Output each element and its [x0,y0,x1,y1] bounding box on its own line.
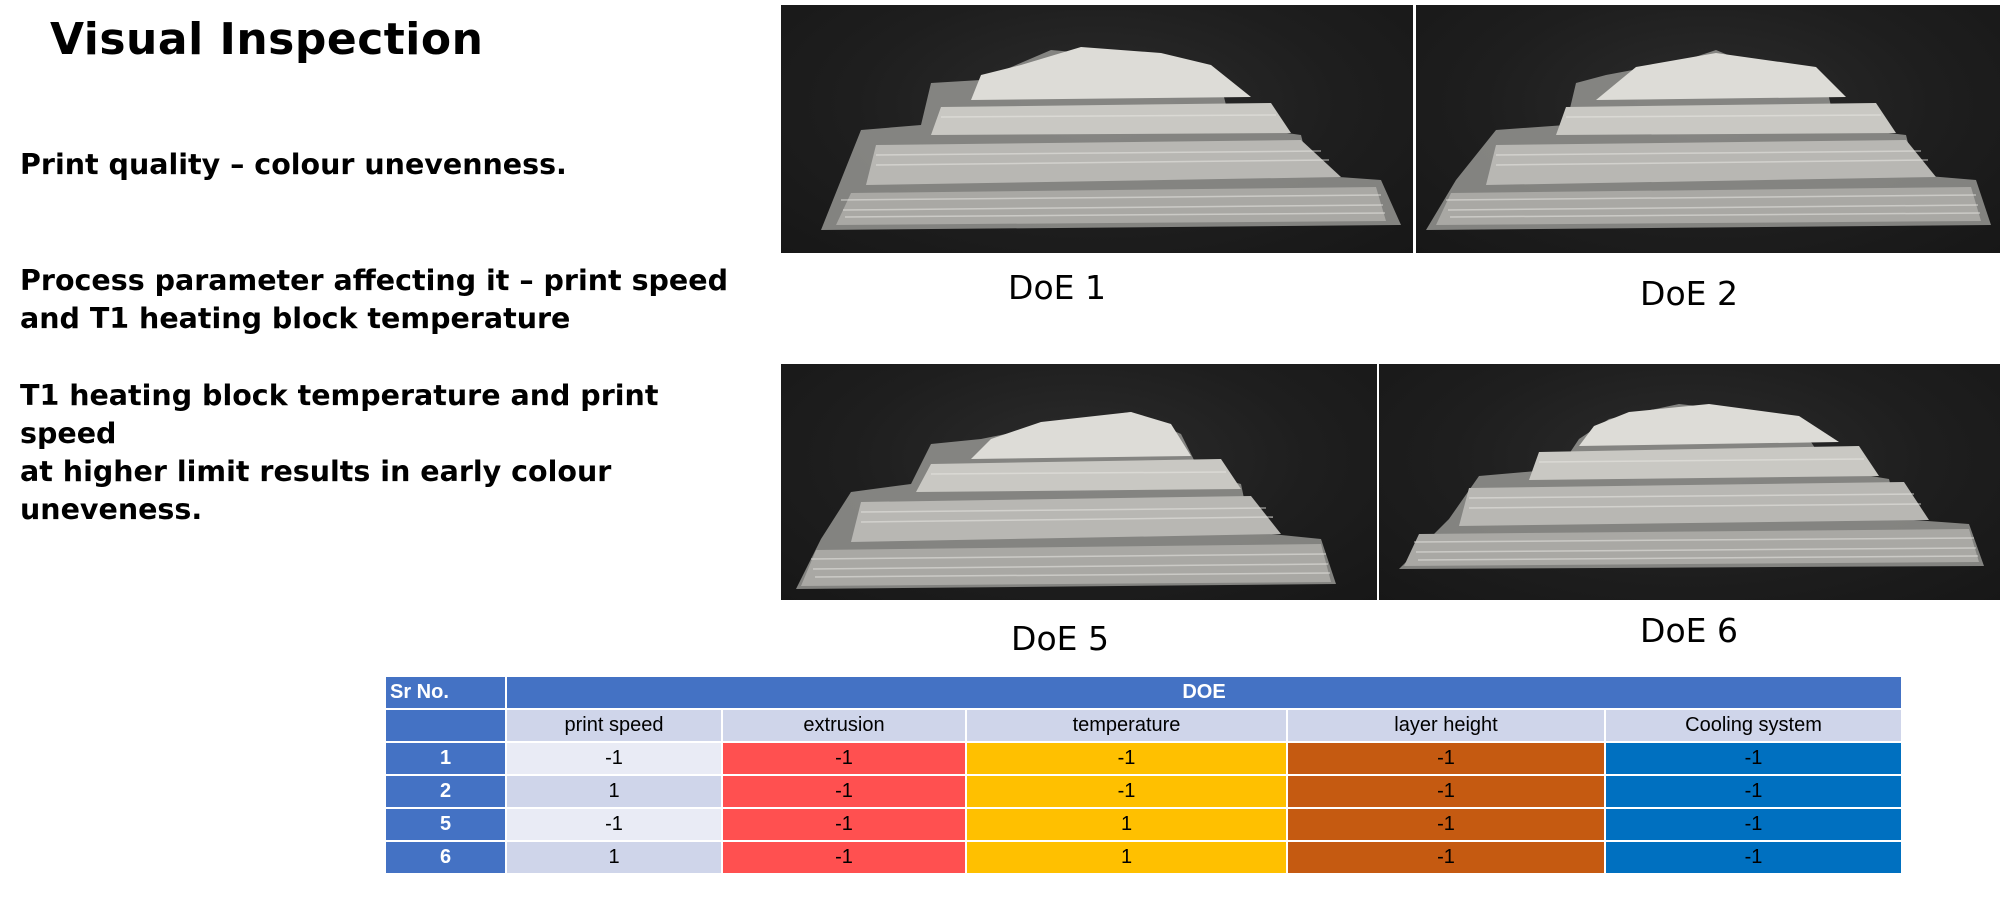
cell-temperature: -1 [965,741,1288,776]
doe-2-caption: DoE 2 [1640,274,1738,313]
cell-cooling-system: -1 [1604,840,1903,875]
doe-5-caption: DoE 5 [1011,619,1109,658]
column-header-temperature: temperature [965,708,1288,743]
slide-title: Visual Inspection [50,14,484,65]
column-header-print-speed: print speed [505,708,723,743]
cell-extrusion: -1 [721,741,967,776]
doe-1-photo [781,5,1413,253]
column-header-layer-height: layer height [1286,708,1606,743]
conclusion-line-3: uneveness. [20,493,203,526]
table-row: 5 -1 -1 1 -1 -1 [384,807,1903,842]
doe-table: Sr No. DOE print speed extrusion tempera… [384,675,1903,875]
cell-cooling-system: -1 [1604,741,1903,776]
conclusion-line-2: at higher limit results in early colour [20,455,612,488]
row-sr-no: 6 [384,840,507,875]
table-row: 6 1 -1 1 -1 -1 [384,840,1903,875]
doe-2-photo [1416,5,2000,253]
doe-6-photo [1379,364,2000,600]
table-subheader-row: print speed extrusion temperature layer … [384,708,1903,743]
table-row: 2 1 -1 -1 -1 -1 [384,774,1903,809]
doe-1-caption: DoE 1 [1008,268,1106,307]
cell-print-speed: 1 [505,840,723,875]
sr-no-header: Sr No. [384,675,507,710]
row-sr-no: 5 [384,807,507,842]
cell-print-speed: 1 [505,774,723,809]
doe-5-photo [781,364,1377,600]
cell-temperature: 1 [965,807,1288,842]
process-parameter-line-2: and T1 heating block temperature [20,302,571,335]
cell-extrusion: -1 [721,840,967,875]
cell-temperature: 1 [965,840,1288,875]
cell-layer-height: -1 [1286,840,1606,875]
cell-cooling-system: -1 [1604,774,1903,809]
cell-print-speed: -1 [505,807,723,842]
row-sr-no: 1 [384,741,507,776]
cell-temperature: -1 [965,774,1288,809]
table-row: 1 -1 -1 -1 -1 -1 [384,741,1903,776]
conclusion-text: T1 heating block temperature and print s… [20,377,740,529]
cell-layer-height: -1 [1286,774,1606,809]
column-header-cooling-system: Cooling system [1604,708,1903,743]
sr-no-subheader-blank [384,708,507,743]
cell-layer-height: -1 [1286,741,1606,776]
column-header-extrusion: extrusion [721,708,967,743]
cell-extrusion: -1 [721,774,967,809]
cell-print-speed: -1 [505,741,723,776]
table-header-row: Sr No. DOE [384,675,1903,710]
print-quality-line: Print quality – colour unevenness. [20,148,567,181]
doe-6-caption: DoE 6 [1640,611,1738,650]
print-quality-text: Print quality – colour unevenness. [20,146,740,184]
conclusion-line-1: T1 heating block temperature and print s… [20,379,659,450]
cell-cooling-system: -1 [1604,807,1903,842]
cell-layer-height: -1 [1286,807,1606,842]
cell-extrusion: -1 [721,807,967,842]
process-parameter-line-1: Process parameter affecting it – print s… [20,264,728,297]
row-sr-no: 2 [384,774,507,809]
process-parameter-text: Process parameter affecting it – print s… [20,262,740,338]
doe-header: DOE [505,675,1903,710]
